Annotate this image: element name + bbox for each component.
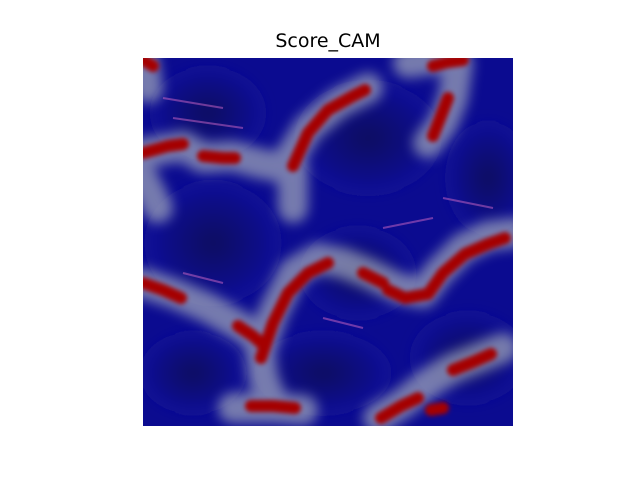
ridge-high-activation xyxy=(143,58,511,424)
texture-noise xyxy=(162,97,494,329)
score-cam-heatmap xyxy=(143,58,513,426)
figure-title: Score_CAM xyxy=(275,30,381,52)
